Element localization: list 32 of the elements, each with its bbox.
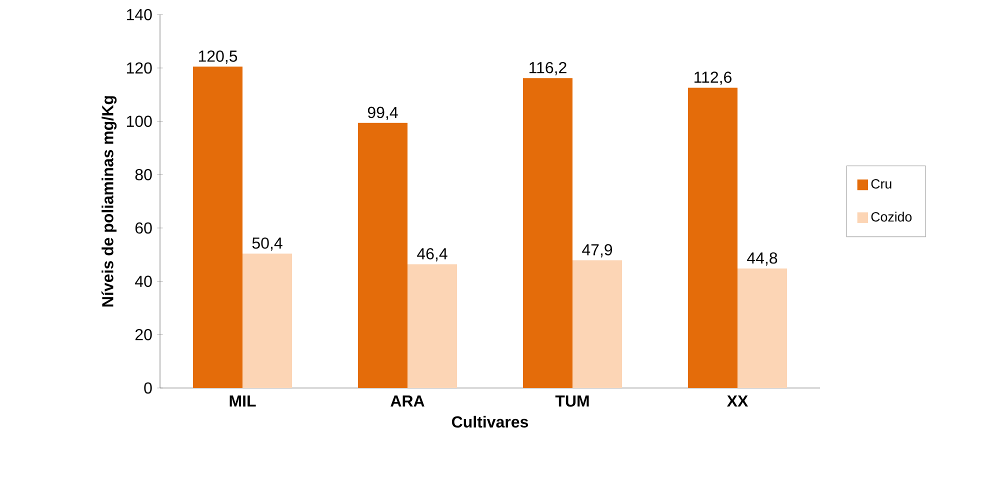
bar <box>193 66 243 388</box>
data-label: 44,8 <box>747 252 778 266</box>
y-axis-title: Níveis de poliaminas mg/Kg <box>101 96 117 306</box>
bar <box>688 88 738 388</box>
y-tick-label: 140 <box>126 9 152 20</box>
y-tick-label: 40 <box>135 276 152 287</box>
bar <box>408 264 458 388</box>
data-label: 112,6 <box>694 72 732 85</box>
legend-label: Cru <box>871 179 892 189</box>
data-label: 47,9 <box>582 244 612 258</box>
x-axis-title: Cultivares <box>452 416 528 428</box>
bar <box>572 260 622 388</box>
bar <box>242 254 292 388</box>
data-label: 50,4 <box>252 237 282 251</box>
y-tick-label: 60 <box>135 222 152 234</box>
legend-label: Cozido <box>871 212 912 222</box>
x-tick-label: MIL <box>230 396 256 407</box>
x-tick-label: XX <box>726 396 748 407</box>
data-label: 99,4 <box>368 106 398 120</box>
bar <box>738 268 787 388</box>
x-tick-label: TUM <box>555 396 589 407</box>
bar <box>358 122 408 388</box>
data-label: 116,2 <box>530 62 566 76</box>
bar <box>523 78 572 388</box>
y-tick-label: 120 <box>126 62 152 74</box>
y-tick-label: 0 <box>144 382 152 394</box>
data-label: 120,5 <box>198 50 238 64</box>
x-tick-label: ARA <box>390 396 424 407</box>
y-tick-label: 80 <box>135 168 152 180</box>
y-tick-label: 100 <box>126 116 152 127</box>
data-label: 46,4 <box>417 248 448 262</box>
y-tick-label: 20 <box>135 328 152 340</box>
